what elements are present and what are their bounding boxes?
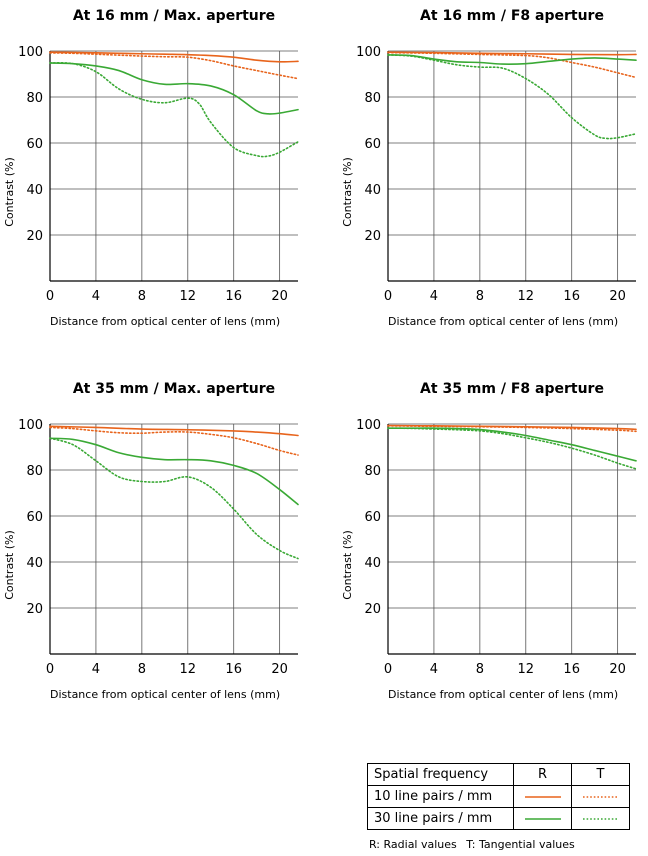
legend-row-10-label: 10 line pairs / mm (367, 785, 514, 808)
x-axis-label: Distance from optical center of lens (mm… (388, 315, 618, 328)
series-line-1 (387, 51, 637, 56)
legend-table: Spatial frequency R T 10 line pairs / mm… (367, 763, 630, 830)
x-tick-label: 8 (138, 289, 146, 304)
x-tick-label: 4 (430, 662, 438, 677)
y-tick-label: 20 (26, 229, 43, 244)
x-tick-label: 20 (271, 662, 288, 677)
y-tick-label: 20 (364, 602, 381, 617)
x-tick-label: 0 (384, 289, 392, 304)
y-tick-label: 40 (364, 556, 381, 571)
series-line-3 (387, 54, 637, 65)
x-tick-label: 16 (225, 289, 242, 304)
y-tick-label: 80 (364, 464, 381, 479)
x-tick-label: 4 (92, 289, 100, 304)
y-tick-label: 100 (356, 45, 381, 60)
legend-col-t: T (571, 763, 630, 786)
y-axis-label: Contrast (%) (3, 530, 16, 600)
chart-title: At 16 mm / Max. aperture (73, 8, 275, 24)
legend-note-tangential: T: Tangential values (466, 838, 575, 851)
y-axis-label: Contrast (%) (341, 530, 354, 600)
y-tick-label: 40 (26, 183, 43, 198)
legend-swatch-30-r (513, 807, 572, 830)
x-tick-label: 8 (138, 662, 146, 677)
y-tick-label: 60 (26, 510, 43, 525)
series-line-2 (49, 52, 299, 80)
x-axis-label: Distance from optical center of lens (mm… (50, 315, 280, 328)
y-tick-label: 60 (364, 510, 381, 525)
x-tick-label: 4 (430, 289, 438, 304)
legend-row-30-label: 30 line pairs / mm (367, 807, 514, 830)
x-tick-label: 4 (92, 662, 100, 677)
legend-swatch-10-r (513, 785, 572, 808)
chart-panel-1: At 16 mm / Max. aperture 0 4 8 12 16 20 20 40 60 8… (3, 8, 299, 328)
x-tick-label: 16 (225, 662, 242, 677)
x-tick-label: 12 (180, 662, 197, 677)
y-tick-label: 60 (26, 137, 43, 152)
x-tick-label: 20 (609, 662, 626, 677)
chart-panel-3: At 35 mm / Max. aperture 0 4 8 12 16 20 20 40 60 8… (3, 381, 299, 701)
legend-header: Spatial frequency (367, 763, 514, 786)
chart-panel-4: At 35 mm / F8 aperture 0 4 8 12 16 20 20 40 60 80 1… (341, 381, 637, 701)
series-line-4 (387, 427, 637, 470)
series-line-2 (387, 51, 637, 79)
y-tick-label: 80 (364, 91, 381, 106)
x-tick-label: 12 (518, 662, 535, 677)
y-axis-label: Contrast (%) (3, 157, 16, 227)
x-tick-label: 8 (476, 289, 484, 304)
y-tick-label: 60 (364, 137, 381, 152)
x-axis-label: Distance from optical center of lens (mm… (388, 688, 618, 701)
y-tick-label: 100 (18, 418, 43, 433)
series-line-4 (49, 437, 299, 560)
x-tick-label: 8 (476, 662, 484, 677)
x-tick-label: 12 (518, 289, 535, 304)
x-tick-label: 16 (563, 289, 580, 304)
series-line-1 (49, 51, 299, 63)
series-line-1 (49, 425, 299, 437)
legend-note-radial: R: Radial values (369, 838, 457, 851)
x-tick-label: 20 (271, 289, 288, 304)
chart-panel-2: At 16 mm / F8 aperture 0 4 8 12 16 20 20 40 60 80 1… (341, 8, 637, 328)
series-line-2 (387, 425, 637, 433)
series-line-3 (49, 62, 299, 115)
chart-title: At 16 mm / F8 aperture (420, 8, 604, 24)
x-tick-label: 0 (384, 662, 392, 677)
x-tick-label: 0 (46, 662, 54, 677)
y-tick-label: 40 (364, 183, 381, 198)
legend-note: R: Radial values T: Tangential values (369, 838, 581, 851)
series-line-3 (387, 427, 637, 462)
y-axis-label: Contrast (%) (341, 157, 354, 227)
series-line-4 (49, 62, 299, 158)
chart-title: At 35 mm / F8 aperture (420, 381, 604, 397)
legend-col-r: R (513, 763, 572, 786)
y-tick-label: 20 (364, 229, 381, 244)
y-tick-label: 100 (18, 45, 43, 60)
y-tick-label: 100 (356, 418, 381, 433)
series-line-3 (49, 437, 299, 506)
chart-title: At 35 mm / Max. aperture (73, 381, 275, 397)
legend-swatch-30-t (571, 807, 630, 830)
series-line-4 (387, 54, 637, 140)
y-tick-label: 40 (26, 556, 43, 571)
x-tick-label: 0 (46, 289, 54, 304)
y-tick-label: 20 (26, 602, 43, 617)
x-tick-label: 16 (563, 662, 580, 677)
x-tick-label: 20 (609, 289, 626, 304)
series-line-2 (49, 426, 299, 456)
y-tick-label: 80 (26, 464, 43, 479)
y-tick-label: 80 (26, 91, 43, 106)
legend-swatch-10-t (571, 785, 630, 808)
x-axis-label: Distance from optical center of lens (mm… (50, 688, 280, 701)
x-tick-label: 12 (180, 289, 197, 304)
